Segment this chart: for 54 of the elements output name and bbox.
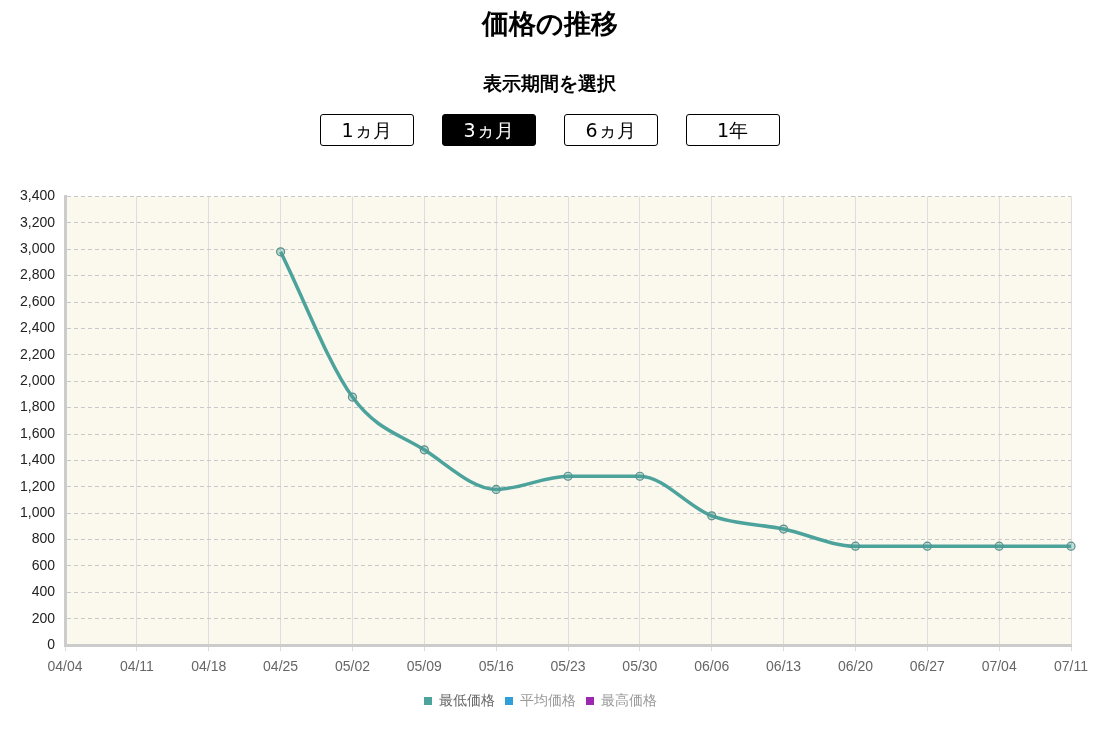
point	[778, 524, 789, 534]
x-tick-label: 07/04	[981, 658, 1017, 675]
y-tick-label: 1,600	[19, 424, 56, 441]
y-tick-label: 2,600	[19, 292, 56, 309]
x-tick-label: 04/18	[191, 658, 227, 675]
y-tick-label: 3,200	[19, 213, 56, 230]
y-tick-label: 1,200	[19, 477, 56, 494]
text: 6ヵ月	[563, 114, 658, 146]
chart-title: 価格の推移	[480, 7, 619, 41]
point	[347, 392, 358, 402]
point	[563, 471, 573, 481]
text: 3ヵ月	[441, 114, 536, 146]
point	[635, 471, 645, 481]
x-tick-label: 06/06	[694, 658, 730, 675]
x-tick-label: 05/30	[622, 658, 658, 675]
y-tick-label: 800	[31, 530, 56, 547]
y-tick-label: 1,800	[19, 398, 56, 415]
point	[707, 511, 717, 521]
x-tick-label: 04/11	[119, 658, 155, 675]
x-tick-label: 05/23	[550, 658, 586, 675]
x-tick-label: 07/11	[1054, 658, 1089, 675]
x-tick-label: 06/13	[766, 658, 802, 675]
point	[276, 247, 286, 257]
point	[491, 484, 501, 495]
y-tick-label: 2,200	[19, 345, 56, 362]
legend-label: 平均価格	[520, 691, 576, 708]
y-tick-label: 3,400	[19, 187, 56, 204]
x-tick-label: 05/09	[406, 658, 443, 675]
text: 1年	[685, 114, 780, 146]
x-tick-label: 05/16	[478, 658, 514, 675]
y-tick-label: 1,000	[19, 504, 56, 521]
y-tick-label: 600	[31, 556, 56, 573]
legend-label: 最低価格	[439, 691, 495, 708]
text: 1ヵ月	[319, 114, 414, 146]
legend-label: 最高価格	[601, 691, 657, 708]
y-tick-label: 1,400	[19, 451, 56, 468]
y-tick-label: 200	[31, 609, 56, 626]
y-tick-label: 2,400	[19, 319, 56, 336]
point	[419, 445, 429, 455]
y-tick-label: 3,000	[19, 240, 56, 257]
x-tick-label: 04/04	[47, 658, 83, 675]
point	[850, 541, 861, 551]
x-tick-label: 04/25	[263, 658, 299, 675]
x-tick-label: 06/27	[909, 658, 946, 675]
y-tick-label: 400	[31, 583, 56, 600]
y-tick-label: 0	[47, 636, 56, 653]
point	[922, 541, 932, 551]
x-tick-label: 06/20	[837, 658, 874, 675]
y-tick-label: 2,000	[19, 372, 56, 389]
x-tick-label: 05/02	[334, 658, 371, 675]
point	[1066, 541, 1076, 551]
y-tick-label: 2,800	[19, 266, 56, 283]
point	[994, 541, 1004, 551]
chart-subtitle: 表示期間を選択	[482, 71, 617, 96]
